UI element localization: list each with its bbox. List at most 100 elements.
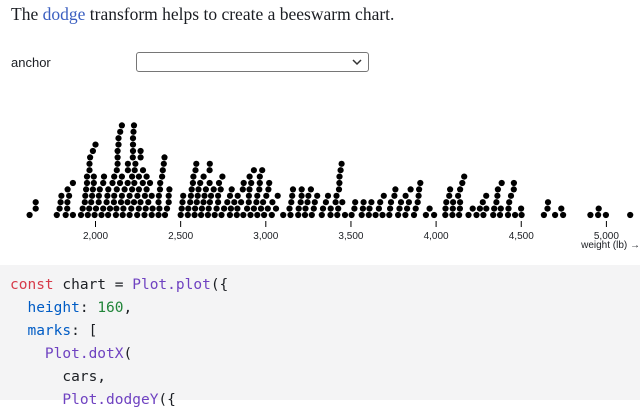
dot <box>143 173 150 180</box>
dot <box>324 192 332 199</box>
dot <box>417 179 424 187</box>
dot <box>130 122 138 129</box>
dot <box>155 192 162 199</box>
dot <box>558 205 565 212</box>
dot <box>115 141 122 148</box>
dot <box>200 199 207 206</box>
dot <box>386 211 393 219</box>
dot <box>391 192 398 199</box>
dot <box>250 205 257 212</box>
dot <box>121 186 128 193</box>
dot <box>397 199 405 206</box>
dot <box>218 211 225 219</box>
dot <box>89 192 96 199</box>
dot <box>200 173 207 180</box>
dot <box>215 192 222 199</box>
dot <box>402 211 409 219</box>
dot <box>141 211 148 219</box>
dot <box>91 211 98 219</box>
dot <box>250 167 257 174</box>
dot <box>480 211 487 219</box>
dot <box>295 205 302 212</box>
code-token: const <box>10 277 54 293</box>
dot <box>89 147 96 155</box>
dot <box>32 205 39 212</box>
dot <box>450 199 457 206</box>
dot <box>479 199 486 206</box>
dot <box>602 211 610 219</box>
dot <box>414 199 421 206</box>
dot <box>86 205 93 212</box>
x-tick-label: 2,000 <box>83 231 108 242</box>
dot <box>298 186 305 193</box>
dot <box>57 199 64 206</box>
dot <box>159 173 166 180</box>
dot <box>375 205 382 212</box>
dot <box>124 167 131 174</box>
dot <box>202 186 209 193</box>
dot <box>132 160 139 167</box>
dot <box>483 205 490 212</box>
dot <box>231 199 238 206</box>
dot <box>64 205 71 212</box>
dot <box>165 192 172 199</box>
dot <box>201 192 208 199</box>
dot <box>207 192 215 199</box>
dot <box>143 186 150 193</box>
dot <box>83 173 91 180</box>
dot <box>234 205 241 212</box>
dot <box>338 160 345 167</box>
dot <box>518 211 525 219</box>
dot <box>459 179 466 187</box>
dot <box>359 205 366 212</box>
dot <box>104 192 111 199</box>
dot <box>187 199 194 206</box>
dot <box>246 186 253 193</box>
code-token <box>10 346 45 362</box>
dot <box>82 192 89 199</box>
dot <box>81 199 88 206</box>
dot <box>336 173 343 180</box>
dot <box>32 199 39 206</box>
dot <box>115 135 122 142</box>
dot <box>504 211 512 219</box>
dot <box>129 173 136 180</box>
dot <box>112 211 119 219</box>
dot <box>166 186 173 193</box>
dot <box>456 211 463 219</box>
dot <box>192 167 199 174</box>
dot <box>410 211 418 219</box>
code-line: const chart = Plot.plot({ <box>0 274 640 297</box>
dot <box>157 179 164 187</box>
dot <box>256 173 263 180</box>
dot <box>336 179 343 187</box>
dot <box>88 199 95 206</box>
code-token: : <box>79 300 98 316</box>
anchor-select[interactable] <box>136 52 369 72</box>
dot <box>142 205 149 212</box>
dot <box>114 160 121 167</box>
dot <box>129 147 137 155</box>
intro-paragraph: The dodge transform helps to create a be… <box>11 4 394 25</box>
dot <box>360 199 367 206</box>
dot <box>544 205 551 212</box>
dot <box>457 186 464 193</box>
dot <box>263 192 270 199</box>
dot <box>247 211 254 219</box>
dot <box>198 205 205 212</box>
dot <box>311 199 318 206</box>
dodge-link[interactable]: dodge <box>42 4 86 24</box>
dot <box>92 141 99 148</box>
x-tick-label: 2,500 <box>168 231 193 242</box>
dot <box>449 211 456 219</box>
dot <box>587 211 594 219</box>
dot <box>507 192 515 199</box>
dot <box>62 211 69 219</box>
dot <box>269 199 276 206</box>
dot <box>206 179 213 187</box>
code-token: Plot.dodgeY <box>62 392 159 408</box>
dot <box>206 167 213 174</box>
dot <box>53 211 60 219</box>
code-token <box>10 323 27 339</box>
dot <box>165 199 172 206</box>
